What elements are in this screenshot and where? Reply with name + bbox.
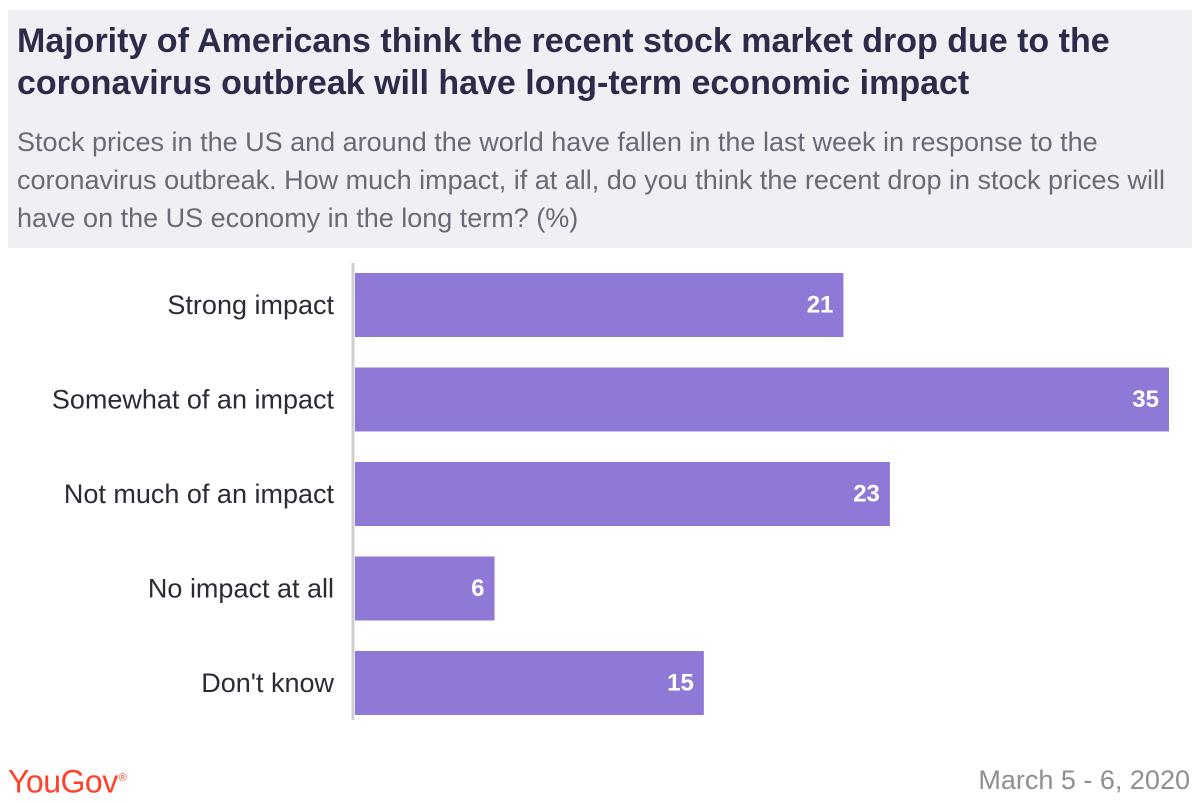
bar-chart: Strong impact 21 Somewhat of an impact 35 No… [0, 255, 1200, 725]
category-label: No impact at all [148, 574, 334, 604]
bar-chart-svg: Strong impact 21 Somewhat of an impact 35 No… [52, 263, 1169, 720]
bar [355, 367, 1169, 432]
category-label: Somewhat of an impact [52, 385, 335, 415]
chart-header: Majority of Americans think the recent s… [8, 10, 1192, 248]
bar [355, 462, 890, 526]
bar [355, 651, 704, 715]
category-label: Don't know [201, 668, 334, 698]
bar [355, 273, 844, 337]
survey-date: March 5 - 6, 2020 [978, 765, 1190, 795]
yougov-logo-text: YouGov [8, 763, 118, 800]
category-label: Not much of an impact [64, 479, 335, 509]
yougov-logo: YouGov® [8, 758, 127, 802]
category-label: Strong impact [167, 290, 334, 320]
bar-value-label: 6 [471, 575, 484, 602]
bar [355, 556, 495, 621]
bar-value-label: 21 [807, 292, 834, 319]
bar-value-label: 23 [853, 481, 880, 508]
bar-value-label: 35 [1132, 386, 1159, 413]
chart-title: Majority of Americans think the recent s… [17, 22, 1110, 102]
chart-subtitle: Stock prices in the US and around the wo… [17, 127, 1166, 233]
bar-value-label: 15 [667, 670, 694, 697]
registered-mark-icon: ® [118, 772, 127, 784]
